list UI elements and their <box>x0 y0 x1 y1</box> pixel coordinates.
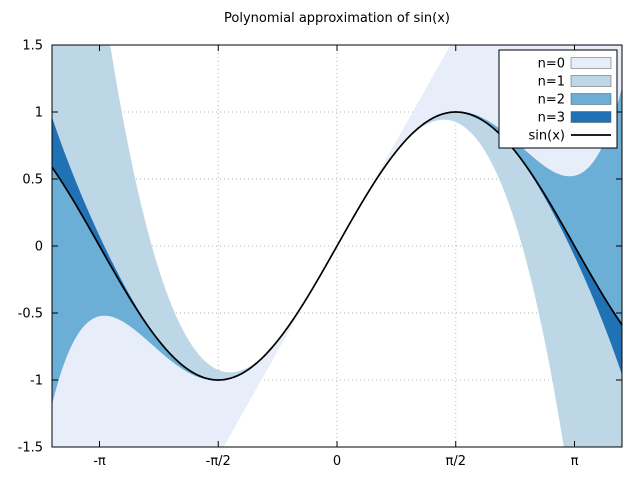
y-tick-label: 0 <box>35 240 43 255</box>
x-tick-labels: -π -π/2 0 π/2 π <box>93 454 578 469</box>
y-tick-label: 0.5 <box>22 173 43 188</box>
x-tick-label: -π <box>93 454 106 469</box>
legend-swatch-n=0 <box>570 57 612 69</box>
legend-swatch-n=3 <box>570 111 612 123</box>
x-tick-label: π <box>571 454 579 469</box>
sin-curve <box>52 111 622 381</box>
y-tick-label: -1.5 <box>18 441 43 456</box>
y-tick-label: -0.5 <box>18 307 43 322</box>
band-n=1 <box>52 45 622 447</box>
chart-title: Polynomial approximation of sin(x) <box>224 11 450 26</box>
y-tick-label: -1 <box>30 374 43 389</box>
x-tick-label: π/2 <box>446 454 466 469</box>
x-tick-label: 0 <box>333 454 341 469</box>
legend-swatch-n=2 <box>570 93 612 105</box>
legend: n=0 n=1 n=2 n=3 sin(x) <box>498 49 618 149</box>
x-tick-label: -π/2 <box>206 454 231 469</box>
legend-label-n=3: n=3 <box>538 111 565 126</box>
y-tick-labels: -1.5 -1 -0.5 0 0.5 1 1.5 <box>18 39 43 456</box>
legend-label-n=1: n=1 <box>538 75 565 90</box>
legend-label-sin(x): sin(x) <box>529 129 565 144</box>
y-tick-label: 1.5 <box>22 39 43 54</box>
legend-label-n=0: n=0 <box>538 57 565 72</box>
legend-label-n=2: n=2 <box>538 93 565 108</box>
legend-swatch-n=1 <box>570 75 612 87</box>
y-tick-label: 1 <box>35 106 43 121</box>
